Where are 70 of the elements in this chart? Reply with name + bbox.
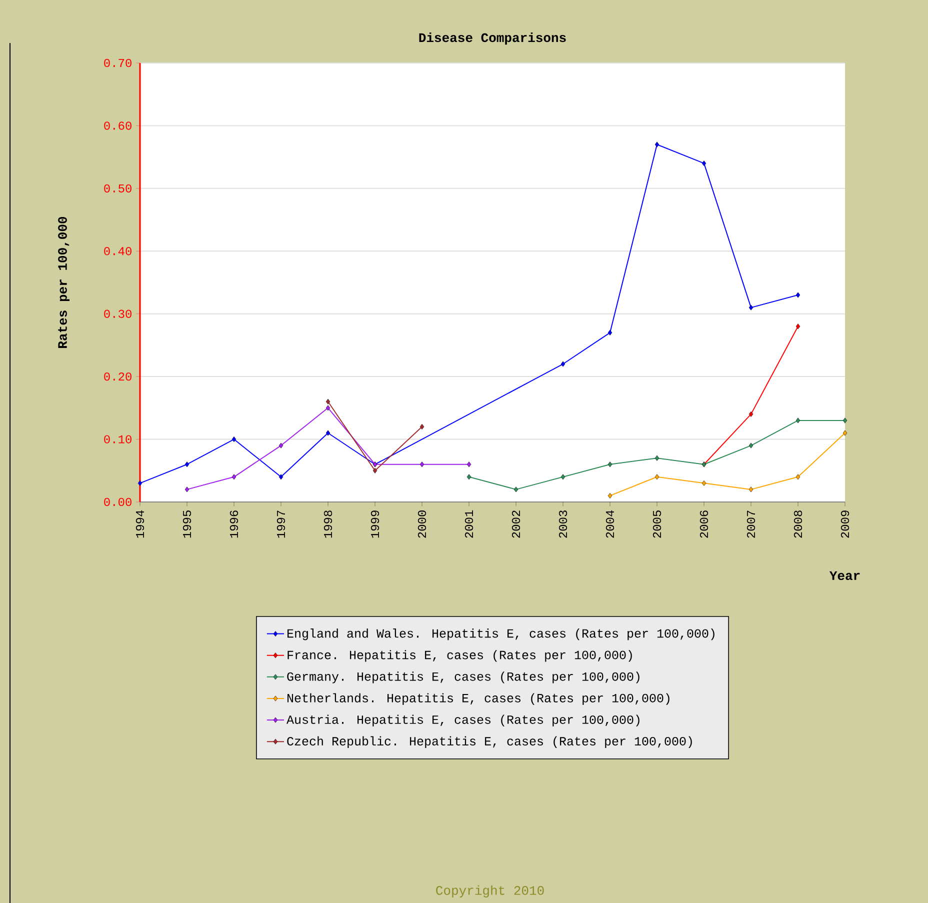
x-tick-label: 1994 [136,510,144,538]
point [138,480,142,486]
point [326,398,330,404]
legend-label: England and Wales. Hepatitis E, cases (Rates per 100,000) [287,628,714,640]
point [184,461,190,467]
chart-title: Disease Comparisons [419,32,566,44]
legend-label: Germany. Hepatitis E, cases (Rates per 100,000) [287,671,640,684]
x-tick-label: 1995 [182,510,192,538]
legend-label: Czech Republic. Hepatitis E, cases (Rates per 100,000) [287,736,692,748]
point [420,461,424,467]
point [654,142,660,148]
point [560,474,566,480]
point [372,468,378,474]
y-tick-label: 0.40 [104,246,132,255]
point [278,474,284,480]
point [608,461,612,467]
x-tick-label: 1996 [230,510,238,538]
point [278,442,284,448]
y-tick-label: 0.00 [104,498,132,506]
point [466,474,472,480]
point [748,304,754,310]
point [608,330,612,336]
point [184,486,190,492]
point [796,474,800,480]
point [654,474,660,480]
y-tick-label: 0.50 [104,184,132,192]
point [420,424,424,430]
x-tick-label: 1999 [370,510,380,538]
x-tick-label: 2007 [746,510,756,538]
x-tick-label: 2001 [464,510,474,538]
point [654,455,660,461]
x-axis-title: Year [829,571,860,580]
x-tick-label: 2009 [840,510,850,538]
text: Copyright 2010 [436,885,544,898]
x-tick-label: 1998 [324,510,332,538]
point [702,160,706,166]
y-tick-label: 0.10 [104,434,132,444]
point [608,492,612,498]
point [702,480,706,486]
point [796,417,800,423]
point [842,430,848,436]
point [796,323,800,329]
x-tick-label: 2003 [558,510,568,538]
point [560,361,566,367]
x-tick-label: 2002 [512,510,520,538]
point [326,404,330,410]
y-tick-label: 0.30 [104,310,132,318]
y-tick-label: 0.70 [104,58,132,67]
point [842,417,848,423]
point [748,486,754,492]
y-tick-label: 0.20 [104,372,132,380]
y-tick-label: 0.60 [104,121,132,130]
point [514,486,518,492]
x-tick-label: 2006 [700,510,708,538]
x-tick-label: 2008 [794,510,802,538]
x-tick-label: 2004 [606,510,614,538]
point [232,474,236,480]
legend-label: Austria. Hepatitis E, cases (Rates per 100,000) [286,714,640,726]
y-axis-title: Rates per 100,000 [58,216,70,348]
point [326,430,330,436]
point [748,442,754,448]
point [232,436,236,442]
point [466,461,472,467]
x-tick-label: 1997 [276,510,286,538]
legend-label: France. Hepatitis E, cases (Rates per 100,000) [288,650,632,662]
x-tick-label: 2000 [418,510,426,538]
legend-label: Netherlands. Hepatitis E, cases (Rates per 100,000) [287,692,670,705]
point [796,292,800,298]
point [748,411,754,417]
x-tick-label: 2005 [652,510,662,538]
